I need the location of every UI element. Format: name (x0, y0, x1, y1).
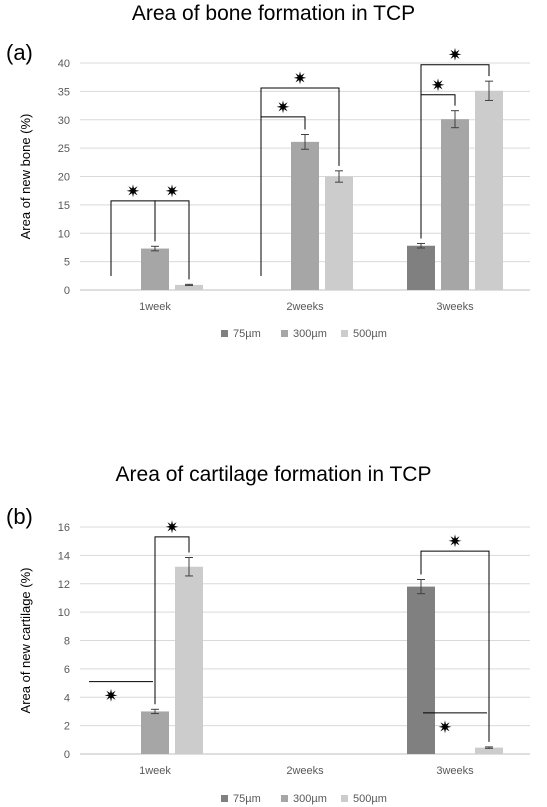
significance-bracket (154, 200, 190, 280)
significance-bracket (260, 87, 340, 276)
legend-entry: 300µm (293, 793, 327, 805)
significance-star: ✷ (104, 687, 118, 706)
y-tick-label: 25 (58, 143, 70, 155)
significance-star: ✷ (276, 98, 290, 117)
x-category-label: 2weeks (286, 765, 324, 777)
bar (441, 119, 469, 291)
significance-star: ✷ (165, 182, 179, 201)
y-tick-label: 0 (64, 749, 70, 761)
legend-swatch (221, 795, 228, 802)
x-category-label: 2weeks (286, 301, 324, 313)
y-tick-label: 14 (58, 550, 70, 562)
legend-entry: 75µm (233, 793, 261, 805)
bar (325, 176, 353, 290)
legend-entry: 300µm (293, 328, 327, 340)
significance-star: ✷ (293, 69, 307, 88)
y-tick-label: 10 (58, 228, 70, 240)
y-tick-label: 20 (58, 172, 70, 184)
significance-bracket (420, 550, 490, 742)
y-tick-label: 15 (58, 200, 70, 212)
legend-swatch (221, 330, 228, 337)
x-category-label: 1week (139, 301, 171, 313)
x-category-label: 3weeks (436, 765, 474, 777)
y-tick-label: 6 (64, 664, 70, 676)
y-tick-label: 10 (58, 607, 70, 619)
y-tick-label: 4 (64, 692, 70, 704)
significance-star: ✷ (165, 518, 179, 537)
y-tick-label: 8 (64, 636, 70, 648)
bar (141, 711, 169, 754)
bar (407, 586, 435, 754)
cartilage-formation-chart: 0 2 4 6 8 10 12 14 16 Area of new cartilage (%) 1w… (18, 518, 530, 805)
y-tick-label: 35 (58, 86, 70, 98)
y-tick-label: 2 (64, 721, 70, 733)
y-tick-label: 5 (64, 257, 70, 269)
bar (475, 747, 503, 754)
y-axis-label: Area of new bone (%) (18, 114, 33, 240)
bar (475, 90, 503, 291)
significance-star: ✷ (431, 76, 445, 95)
bar (141, 248, 169, 290)
y-tick-label: 0 (64, 285, 70, 297)
panel-b-label: (b) (6, 504, 33, 529)
y-axis-label: Area of new cartilage (%) (18, 568, 33, 714)
legend-swatch (281, 795, 288, 802)
legend-entry: 75µm (233, 328, 261, 340)
significance-star: ✷ (438, 718, 452, 737)
significance-star: ✷ (126, 182, 140, 201)
bar (407, 245, 435, 290)
bar (175, 566, 203, 754)
panel-a-label: (a) (6, 40, 33, 65)
legend-entry: 500µm (353, 793, 387, 805)
bar (175, 284, 203, 290)
y-tick-label: 30 (58, 115, 70, 127)
legend-swatch (341, 795, 348, 802)
legend-swatch (341, 330, 348, 337)
chart-a-title: Area of bone formation in TCP (131, 2, 416, 25)
bone-formation-chart: 0 5 10 15 20 25 30 35 40 Area of new bone (%) 1wee… (18, 46, 530, 340)
significance-star: ✷ (448, 532, 462, 551)
x-category-label: 1week (139, 765, 171, 777)
y-tick-label: 40 (58, 58, 70, 70)
y-tick-label: 16 (58, 522, 70, 534)
chart-b-title: Area of cartilage formation in TCP (115, 463, 432, 486)
significance-bracket (420, 64, 490, 239)
legend-entry: 500µm (353, 328, 387, 340)
x-category-label: 3weeks (436, 301, 474, 313)
significance-star: ✷ (448, 46, 462, 65)
significance-bracket (154, 536, 190, 705)
legend-swatch (281, 330, 288, 337)
y-tick-label: 12 (58, 579, 70, 591)
bar (291, 141, 319, 290)
